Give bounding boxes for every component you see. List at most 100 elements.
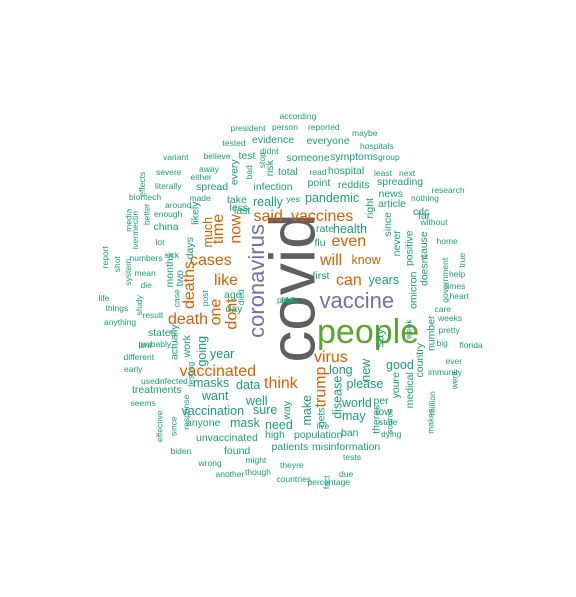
cloud-word: literally [155,180,182,191]
cloud-word: cause [417,230,430,259]
cloud-word: rate [316,222,335,235]
cloud-word: anything [104,316,137,327]
cloud-word: state [379,416,398,427]
cloud-word: coronavirus [243,224,269,338]
cloud-word: country [413,342,426,377]
cloud-word: least [374,167,392,178]
cloud-word: seems [130,397,156,408]
cloud-word: please [346,376,384,391]
cloud-word: far [418,209,431,222]
cloud-word: mask [230,415,260,430]
cloud-word: make [299,394,314,426]
cloud-word: made [189,192,211,203]
cloud-word: read [309,166,327,177]
cloud-word: mean [134,267,156,278]
cloud-word: good [386,357,414,372]
cloud-word: infection [253,180,293,193]
cloud-word: either [190,171,212,182]
cloud-word: early [124,363,143,374]
cloud-word: next [399,167,416,178]
cloud-word: first [312,269,330,282]
cloud-word: maybe [352,127,378,138]
cloud-word: live [316,420,330,431]
cloud-word: probably [138,338,172,349]
cloud-word: spreading [377,175,424,188]
cloud-word: research [431,184,465,195]
cloud-word: public [277,294,300,305]
cloud-word: really [253,194,283,209]
cloud-word: care [434,303,452,314]
cloud-word: year [210,346,235,361]
cloud-word: medical [403,371,416,408]
cloud-word: severe [156,166,182,177]
cloud-word: florida [459,339,483,350]
cloud-word: heart [449,290,469,301]
cloud-word: vaccines [291,208,354,225]
cloud-word: tests [343,451,361,462]
cloud-word: trump [311,366,329,408]
cloud-word: sick [164,249,180,260]
cloud-word: numbers [129,252,163,263]
cloud-word: test [238,149,256,162]
cloud-word: data [236,377,261,392]
cloud-word: even [331,233,367,250]
cloud-word: countries [276,473,312,484]
cloud-word: things [105,302,129,313]
cloud-word: positive [403,229,416,266]
cloud-word: dying [381,428,402,439]
cloud-word: effective [154,409,165,442]
cloud-word: need [265,417,293,432]
cloud-word: misinformation [312,440,381,453]
cloud-word: tested [222,137,246,148]
cloud-word: health [333,221,368,236]
cloud-word: population [294,428,343,441]
cloud-word: say [371,328,386,348]
cloud-word: can [336,272,362,289]
cloud-word: lot [155,236,165,247]
cloud-word: likely [188,201,201,225]
cloud-word: ever [445,355,463,366]
cloud-word: die [140,279,152,290]
cloud-word: theyre [280,459,304,470]
cloud-word: pandemic [305,190,360,205]
cloud-word: government [439,257,450,303]
cloud-word: omicron [406,271,419,309]
cloud-word: infected [158,375,188,386]
cloud-word: total [278,165,298,178]
cloud-word: china [153,220,179,233]
cloud-word: wrong [198,457,222,468]
cloud-word: someone [286,151,330,164]
cloud-word: result [142,309,164,320]
cloud-word: evidence [252,133,295,146]
cloud-word: going [194,335,209,367]
cloud-word: know [351,252,381,267]
cloud-word: enough [154,208,183,219]
cloud-word: years [368,272,400,287]
cloud-word: used [141,375,160,386]
cloud-word: now [227,214,245,244]
cloud-word: big [436,337,448,348]
cloud-word: age [224,288,242,301]
cloud-word: immunity [428,366,463,377]
cloud-word: ivermectin [129,210,140,250]
cloud-word: think [264,375,298,392]
cloud-word: hospitals [360,140,394,151]
cloud-word: home [436,235,458,246]
cloud-word: person [272,121,298,132]
cloud-word: way [280,400,293,420]
cloud-word: high [265,428,285,441]
cloud-word: two [173,269,186,286]
cloud-word: symptoms [330,150,378,163]
cloud-word: shot [111,255,122,272]
cloud-word: case [171,288,182,307]
cloud-word: states [148,326,177,339]
cloud-word: believe [203,150,231,161]
cloud-word: news [378,187,404,200]
cloud-word: president [230,122,266,133]
cloud-word: will [320,252,343,269]
cloud-word: hospital [328,164,365,177]
cloud-word: though [245,466,271,477]
cloud-word: true [456,252,467,268]
cloud-word: shit [281,294,295,305]
cloud-word: variant [163,151,189,162]
